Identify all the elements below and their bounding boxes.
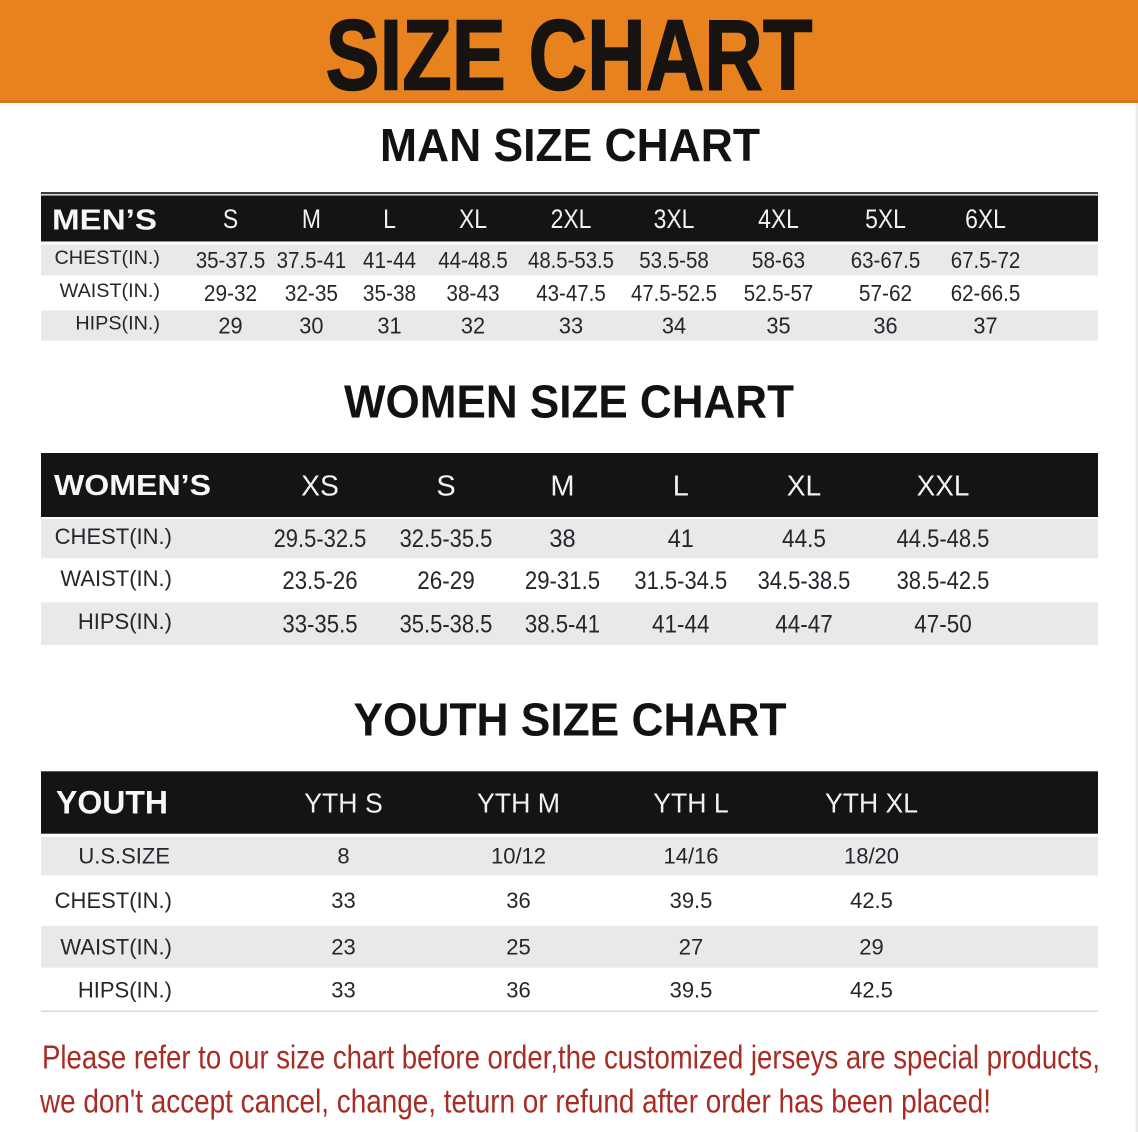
svg-text:29.5-32.5: 29.5-32.5 xyxy=(274,525,367,553)
svg-text:HIPS(IN.): HIPS(IN.) xyxy=(75,312,160,334)
svg-text:YOUTH: YOUTH xyxy=(56,785,168,821)
svg-text:10/12: 10/12 xyxy=(491,844,546,869)
svg-text:57-62: 57-62 xyxy=(859,280,912,306)
svg-text:44.5-48.5: 44.5-48.5 xyxy=(897,525,990,553)
svg-text:39.5: 39.5 xyxy=(670,888,713,913)
svg-text:47.5-52.5: 47.5-52.5 xyxy=(631,280,717,306)
svg-text:XL: XL xyxy=(459,204,487,234)
svg-text:33-35.5: 33-35.5 xyxy=(282,610,357,638)
svg-text:3XL: 3XL xyxy=(654,204,695,234)
svg-text:M: M xyxy=(302,204,321,234)
svg-text:58-63: 58-63 xyxy=(752,247,805,273)
svg-text:WAIST(IN.): WAIST(IN.) xyxy=(60,566,172,591)
svg-text:35-38: 35-38 xyxy=(363,280,416,306)
svg-text:44-48.5: 44-48.5 xyxy=(438,247,508,273)
svg-text:62-66.5: 62-66.5 xyxy=(951,280,1021,306)
svg-text:CHEST(IN.): CHEST(IN.) xyxy=(55,247,161,269)
svg-text:41-44: 41-44 xyxy=(363,247,416,273)
svg-text:35-37.5: 35-37.5 xyxy=(196,247,266,273)
svg-text:38-43: 38-43 xyxy=(446,280,499,306)
svg-text:48.5-53.5: 48.5-53.5 xyxy=(528,247,614,273)
svg-text:18/20: 18/20 xyxy=(844,844,899,869)
svg-text:39.5: 39.5 xyxy=(670,977,713,1002)
svg-text:HIPS(IN.): HIPS(IN.) xyxy=(78,977,172,1002)
svg-text:29: 29 xyxy=(859,934,883,959)
svg-text:38.5-41: 38.5-41 xyxy=(525,610,600,638)
svg-text:38: 38 xyxy=(549,525,575,553)
svg-text:8: 8 xyxy=(337,844,349,869)
svg-text:14/16: 14/16 xyxy=(663,844,718,869)
svg-text:23: 23 xyxy=(331,934,355,959)
svg-text:HIPS(IN.): HIPS(IN.) xyxy=(78,609,172,634)
svg-text:XL: XL xyxy=(787,470,822,502)
svg-text:31.5-34.5: 31.5-34.5 xyxy=(634,567,727,595)
svg-text:52.5-57: 52.5-57 xyxy=(744,280,814,306)
svg-text:34.5-38.5: 34.5-38.5 xyxy=(758,567,851,595)
svg-text:35: 35 xyxy=(766,312,790,338)
svg-text:32: 32 xyxy=(461,312,485,338)
svg-text:36: 36 xyxy=(873,312,897,338)
svg-text:43-47.5: 43-47.5 xyxy=(536,280,606,306)
svg-text:L: L xyxy=(383,204,396,234)
svg-text:WAIST(IN.): WAIST(IN.) xyxy=(60,934,172,959)
svg-text:L: L xyxy=(673,470,689,502)
svg-text:36: 36 xyxy=(506,977,530,1002)
svg-text:SIZE CHART: SIZE CHART xyxy=(326,0,813,111)
svg-text:M: M xyxy=(550,470,574,502)
svg-text:35.5-38.5: 35.5-38.5 xyxy=(400,610,493,638)
svg-text:CHEST(IN.): CHEST(IN.) xyxy=(55,524,172,549)
svg-text:30: 30 xyxy=(299,312,323,338)
svg-text:XS: XS xyxy=(301,470,339,502)
svg-text:34: 34 xyxy=(662,312,686,338)
svg-text:41: 41 xyxy=(668,525,694,553)
svg-text:we don't accept cancel, change: we don't accept cancel, change, teturn o… xyxy=(39,1083,991,1120)
svg-text:42.5: 42.5 xyxy=(850,977,893,1002)
svg-text:XXL: XXL xyxy=(917,470,970,502)
svg-text:YTH M: YTH M xyxy=(477,787,560,818)
svg-text:6XL: 6XL xyxy=(965,204,1006,234)
svg-text:23.5-26: 23.5-26 xyxy=(282,567,357,595)
svg-text:38.5-42.5: 38.5-42.5 xyxy=(897,567,990,595)
svg-text:32.5-35.5: 32.5-35.5 xyxy=(400,525,493,553)
svg-text:WOMEN SIZE CHART: WOMEN SIZE CHART xyxy=(344,376,794,428)
svg-text:Please refer to our size chart: Please refer to our size chart before or… xyxy=(42,1039,1100,1076)
svg-text:MEN’S: MEN’S xyxy=(52,205,157,237)
svg-text:4XL: 4XL xyxy=(758,204,799,234)
svg-text:27: 27 xyxy=(679,934,703,959)
svg-text:29-32: 29-32 xyxy=(204,280,257,306)
svg-text:33: 33 xyxy=(331,888,355,913)
svg-text:MAN SIZE CHART: MAN SIZE CHART xyxy=(380,119,760,171)
svg-text:U.S.SIZE: U.S.SIZE xyxy=(78,844,170,869)
svg-text:26-29: 26-29 xyxy=(417,567,475,595)
svg-text:33: 33 xyxy=(559,312,583,338)
svg-text:CHEST(IN.): CHEST(IN.) xyxy=(55,888,172,913)
svg-text:29-31.5: 29-31.5 xyxy=(525,567,600,595)
svg-text:44.5: 44.5 xyxy=(782,525,826,553)
svg-text:37: 37 xyxy=(973,312,997,338)
svg-text:47-50: 47-50 xyxy=(914,610,972,638)
svg-text:42.5: 42.5 xyxy=(850,888,893,913)
svg-text:41-44: 41-44 xyxy=(652,610,710,638)
svg-text:5XL: 5XL xyxy=(865,204,906,234)
svg-text:37.5-41: 37.5-41 xyxy=(277,247,347,273)
svg-text:31: 31 xyxy=(377,312,401,338)
svg-text:YTH S: YTH S xyxy=(304,787,383,818)
svg-text:63-67.5: 63-67.5 xyxy=(851,247,921,273)
svg-text:29: 29 xyxy=(218,312,242,338)
svg-text:YOUTH SIZE CHART: YOUTH SIZE CHART xyxy=(354,694,787,746)
svg-text:53.5-58: 53.5-58 xyxy=(639,247,709,273)
svg-text:WOMEN’S: WOMEN’S xyxy=(54,470,211,502)
svg-text:44-47: 44-47 xyxy=(775,610,833,638)
svg-text:36: 36 xyxy=(506,888,530,913)
svg-text:67.5-72: 67.5-72 xyxy=(951,247,1021,273)
svg-text:S: S xyxy=(436,470,455,502)
svg-text:33: 33 xyxy=(331,977,355,1002)
svg-text:25: 25 xyxy=(506,934,530,959)
svg-text:S: S xyxy=(223,204,238,234)
svg-text:WAIST(IN.): WAIST(IN.) xyxy=(60,280,160,302)
svg-text:32-35: 32-35 xyxy=(285,280,338,306)
svg-text:YTH L: YTH L xyxy=(653,787,728,818)
svg-text:YTH XL: YTH XL xyxy=(825,787,918,818)
svg-text:2XL: 2XL xyxy=(551,204,592,234)
